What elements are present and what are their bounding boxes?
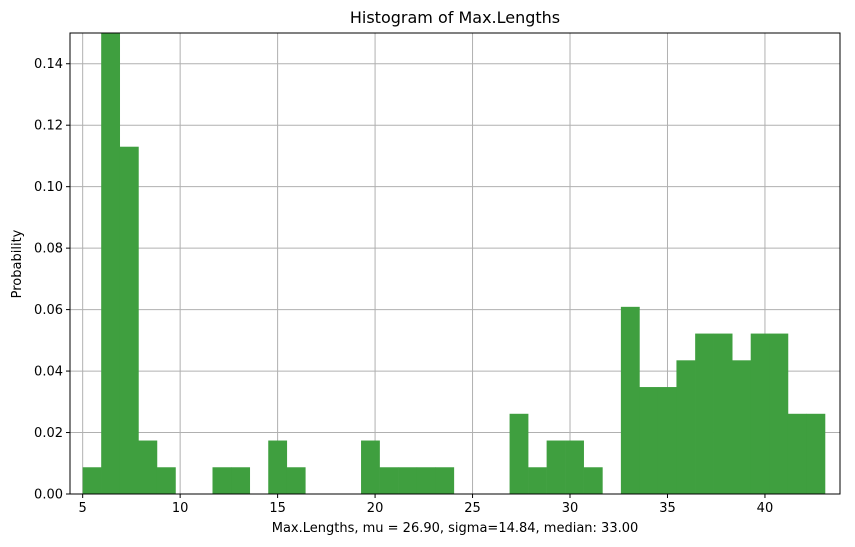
histogram-bar-1: [101, 33, 121, 494]
histogram-bar-8: [231, 467, 251, 494]
y-tick-label: 0.08: [34, 242, 63, 257]
x-tick-label: 5: [79, 501, 87, 516]
histogram-bar-0: [82, 467, 102, 494]
x-axis-label: Max.Lengths, mu = 26.90, sigma=14.84, me…: [272, 521, 639, 536]
histogram-bar-3: [138, 440, 158, 494]
x-tick-label: 10: [172, 501, 189, 516]
histogram-bar-26: [565, 440, 584, 494]
histogram-bar-4: [156, 467, 176, 494]
histogram-bar-39: [806, 413, 826, 494]
histogram-bar-35: [732, 360, 752, 494]
histogram-bar-31: [657, 387, 677, 494]
y-tick-label: 0.12: [34, 119, 63, 134]
ticks-layer: 5 10 15 20 25 30 35 40 0.00 0.02 0.04 0.06 0.08 0.10 0…: [34, 57, 773, 516]
histogram-bar-32: [676, 360, 696, 494]
chart-title: Histogram of Max.Lengths: [350, 8, 560, 27]
y-tick-label: 0.10: [34, 180, 63, 195]
x-tick-label: 30: [562, 501, 579, 516]
bars-layer: [82, 33, 826, 495]
y-tick-label: 0.04: [34, 365, 63, 380]
y-tick-label: 0.02: [34, 426, 63, 441]
y-tick-label: 0.00: [34, 488, 63, 503]
histogram-bar-19: [435, 467, 455, 494]
histogram-bar-37: [769, 333, 789, 494]
histogram-bar-33: [695, 333, 714, 494]
histogram-bar-24: [528, 467, 547, 494]
histogram-bar-27: [583, 467, 603, 494]
histogram-bar-16: [379, 467, 399, 494]
histogram-bar-2: [119, 146, 139, 495]
plot-frame: [69, 32, 841, 495]
x-tick-label: 25: [464, 501, 481, 516]
histogram-bar-25: [546, 440, 566, 494]
histogram-bar-34: [713, 333, 733, 494]
histogram-bar-18: [416, 467, 436, 494]
histogram-bar-17: [398, 467, 418, 494]
histogram-bar-38: [787, 413, 807, 494]
x-tick-label: 20: [367, 501, 384, 516]
histogram-bar-10: [268, 440, 288, 494]
histogram-bar-30: [639, 387, 659, 494]
x-tick-label: 40: [757, 501, 774, 516]
y-axis-label: Probability: [10, 229, 25, 298]
y-tick-label: 0.14: [34, 57, 63, 72]
x-tick-label: 15: [269, 501, 286, 516]
histogram-bar-29: [620, 306, 640, 494]
histogram-bar-7: [212, 467, 232, 494]
histogram-bar-23: [509, 413, 529, 494]
histogram-bar-11: [286, 467, 306, 494]
histogram-bar-36: [750, 333, 770, 494]
histogram-bar-15: [361, 440, 380, 494]
x-tick-label: 35: [659, 501, 676, 516]
y-tick-label: 0.06: [34, 303, 63, 318]
